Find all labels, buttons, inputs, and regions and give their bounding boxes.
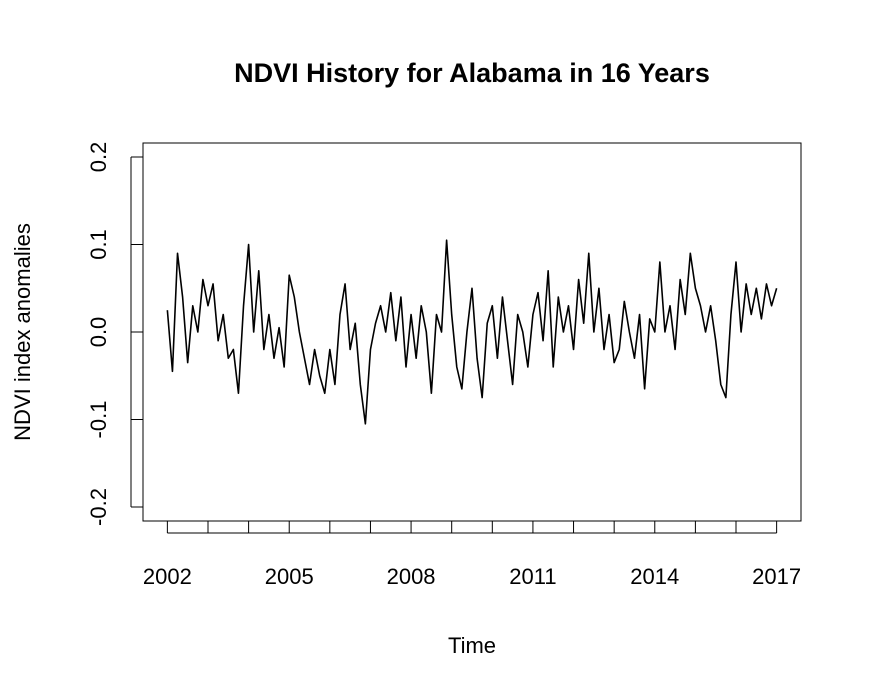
- x-tick-label: 2017: [752, 564, 801, 589]
- chart-title: NDVI History for Alabama in 16 Years: [234, 58, 710, 88]
- y-tick-label: 0.2: [86, 142, 111, 173]
- y-axis-label: NDVI index anomalies: [10, 223, 35, 441]
- y-tick-label: 0.1: [86, 229, 111, 260]
- x-axis-label: Time: [448, 633, 496, 658]
- data-line: [166, 239, 778, 425]
- x-tick-label: 2008: [387, 564, 436, 589]
- x-tick-label: 2005: [265, 564, 314, 589]
- x-tick-label: 2011: [509, 564, 556, 589]
- y-tick-label: 0.0: [86, 317, 111, 348]
- y-tick-label: -0.2: [86, 488, 111, 526]
- y-tick-label: -0.1: [86, 401, 111, 439]
- x-tick-label: 2002: [143, 564, 192, 589]
- x-tick-label: 2014: [630, 564, 679, 589]
